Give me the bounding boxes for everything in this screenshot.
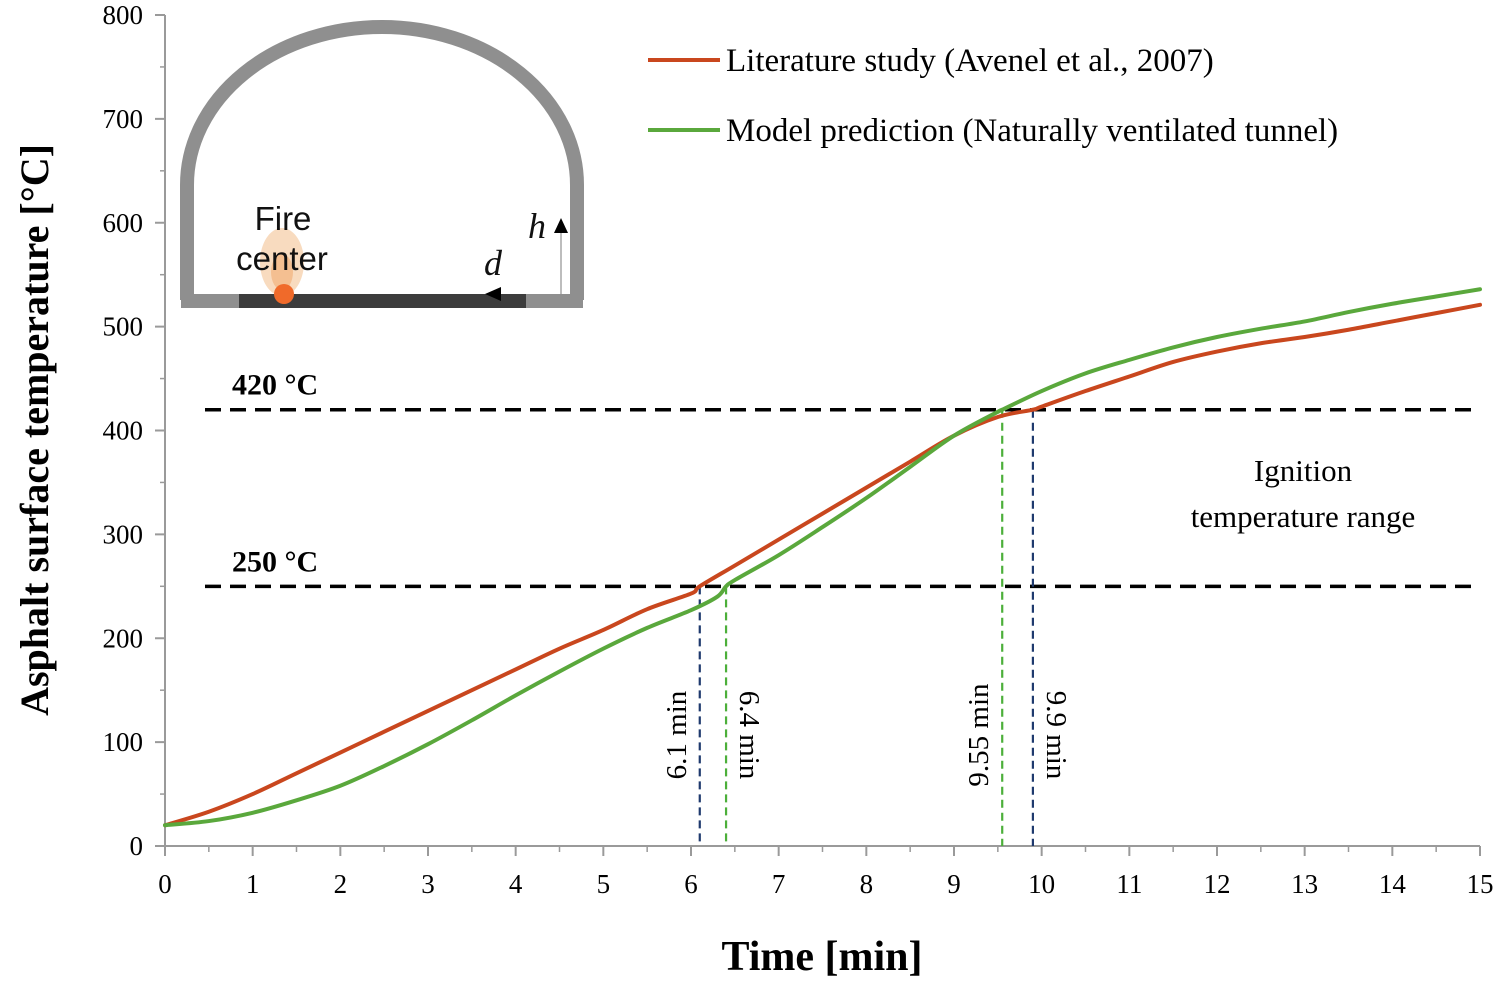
legend-label-literature: Literature study (Avenel et al., 2007)	[726, 43, 1214, 79]
x-tick-label: 5	[597, 869, 611, 899]
x-tick-label: 15	[1467, 869, 1494, 899]
crossing-label: 9.9 min	[1040, 691, 1072, 780]
y-tick-label: 400	[103, 416, 144, 446]
series-group	[163, 287, 1482, 828]
ignition-annotation-line1: Ignition	[1254, 453, 1353, 488]
ignition-annotation-line2: temperature range	[1191, 499, 1416, 534]
x-tick-label: 4	[509, 869, 523, 899]
d-arrow-head-icon	[485, 287, 501, 301]
y-tick-label: 200	[103, 623, 144, 653]
y-tick-label: 600	[103, 208, 144, 238]
x-tick-label: 8	[860, 869, 874, 899]
fire-center-dot	[274, 284, 294, 304]
x-tick-label: 9	[947, 869, 961, 899]
x-tick-label: 6	[684, 869, 698, 899]
h-label: h	[528, 206, 546, 246]
crossing-label: 9.55 min	[963, 683, 995, 787]
flame-core	[271, 254, 293, 290]
x-axis-title: Time [min]	[721, 934, 922, 980]
x-tick-label: 1	[246, 869, 260, 899]
y-axis-title: Asphalt surface temperature [°C]	[12, 144, 57, 716]
fire-label-line2: center	[236, 240, 328, 277]
asphalt-road	[239, 294, 526, 308]
x-tick-label: 10	[1028, 869, 1055, 899]
y-tick-label: 500	[103, 312, 144, 342]
y-tick-label: 700	[103, 104, 144, 134]
x-tick-label: 11	[1116, 869, 1142, 899]
x-tick-label: 2	[334, 869, 348, 899]
tunnel-wall	[180, 20, 584, 300]
series-line-model	[163, 287, 1482, 828]
reference-lines: 420 °C 250 °C	[205, 369, 1480, 589]
x-tick-label: 7	[772, 869, 786, 899]
tunnel-floor-right	[524, 294, 583, 308]
y-tick-label: 0	[130, 831, 144, 861]
d-label: d	[484, 243, 503, 283]
tunnel-floor-left	[181, 294, 241, 308]
x-tick-label: 12	[1204, 869, 1231, 899]
h-arrow-head-icon	[554, 218, 568, 233]
y-tick-label: 800	[103, 0, 144, 30]
crossing-label: 6.1 min	[661, 690, 693, 779]
x-ticks: 0 1 2 3 4 5 6 7 8 9 10 11 12 13 14 15	[158, 846, 1494, 899]
x-tick-label: 0	[158, 869, 172, 899]
series-line-literature	[163, 302, 1482, 828]
x-tick-label: 3	[421, 869, 435, 899]
y-ticks: 0 100 200 300 400 500 600 700 800	[103, 0, 165, 861]
crossing-label: 6.4 min	[733, 691, 765, 780]
crossing-markers: 6.1 min 6.4 min 9.55 min 9.9 min	[661, 409, 1072, 846]
y-tick-label: 300	[103, 519, 144, 549]
fire-label-line1: Fire	[255, 200, 312, 237]
legend: Literature study (Avenel et al., 2007) M…	[648, 43, 1338, 149]
tunnel-inset: Fire center h d	[180, 20, 584, 308]
y-tick-label: 100	[103, 727, 144, 757]
x-tick-label: 13	[1291, 869, 1318, 899]
x-tick-label: 14	[1379, 869, 1407, 899]
reference-label-420: 420 °C	[232, 369, 318, 402]
reference-label-250: 250 °C	[232, 545, 318, 578]
legend-label-model: Model prediction (Naturally ventilated t…	[726, 113, 1338, 149]
